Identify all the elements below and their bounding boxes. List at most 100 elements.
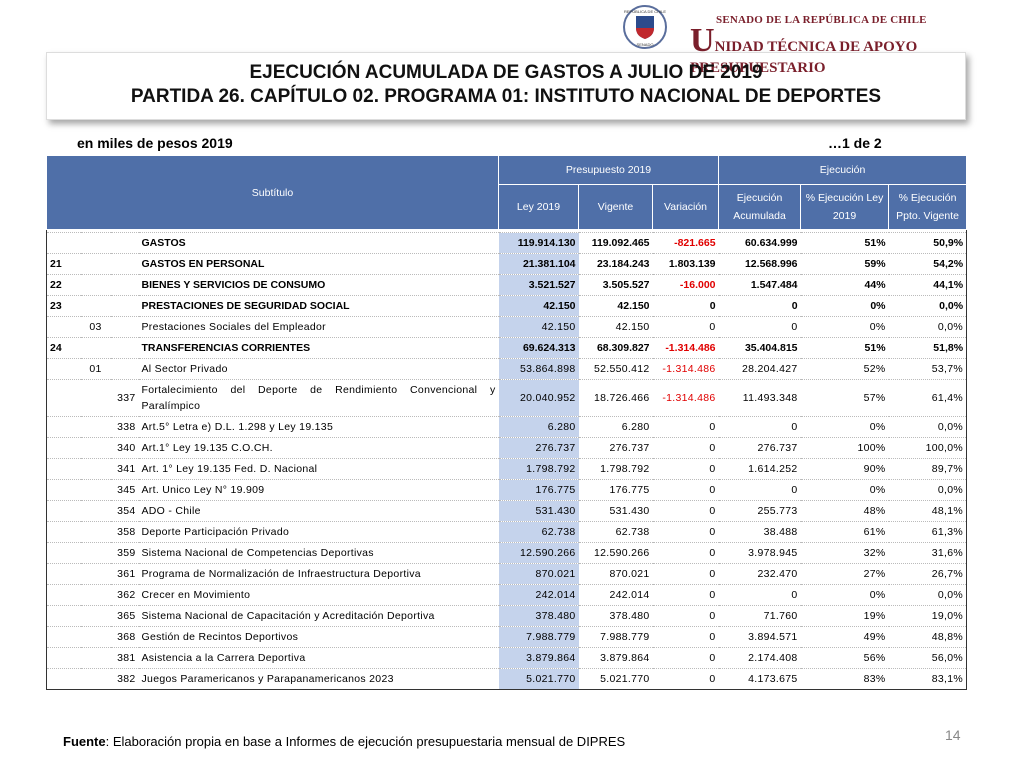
code-cell: 341 bbox=[110, 458, 139, 480]
value-cell: 1.798.792 bbox=[578, 458, 653, 480]
code-cell: 338 bbox=[110, 416, 139, 438]
value-cell: 0 bbox=[652, 563, 719, 585]
spacer-row bbox=[46, 229, 967, 233]
code-cell bbox=[46, 542, 81, 564]
code-cell: 361 bbox=[110, 563, 139, 585]
value-cell: 52% bbox=[800, 358, 889, 380]
value-cell: 60.634.999 bbox=[718, 232, 801, 254]
value-cell: 35.404.815 bbox=[718, 337, 801, 359]
value-cell: 378.480 bbox=[578, 605, 653, 627]
value-cell: 0 bbox=[652, 437, 719, 459]
code-cell bbox=[80, 668, 111, 690]
value-cell: 3.894.571 bbox=[718, 626, 801, 648]
name-cell: Crecer en Movimiento bbox=[138, 584, 499, 606]
header-cell: Subtítulo bbox=[45, 155, 500, 230]
code-cell: 03 bbox=[80, 316, 111, 338]
value-cell: 0 bbox=[652, 479, 719, 501]
header-cell: Ejecución bbox=[718, 155, 968, 185]
org-name: SENADO DE LA REPÚBLICA DE CHILE bbox=[716, 14, 927, 26]
code-cell bbox=[46, 668, 81, 690]
code-cell bbox=[80, 500, 111, 522]
seal: REPÚBLICA DE CHILE SENADO bbox=[623, 5, 667, 49]
value-cell: 7.988.779 bbox=[578, 626, 653, 648]
code-cell: 345 bbox=[110, 479, 139, 501]
value-cell: 12.590.266 bbox=[578, 542, 653, 564]
name-cell: Gestión de Recintos Deportivos bbox=[138, 626, 499, 648]
value-cell: 0% bbox=[800, 316, 889, 338]
value-cell: 0 bbox=[718, 316, 801, 338]
value-cell: 53,7% bbox=[888, 358, 967, 380]
value-cell: 5.021.770 bbox=[578, 668, 653, 690]
value-cell: 89,7% bbox=[888, 458, 967, 480]
unit-name: UNIDAD TÉCNICA DE APOYO PRESUPUESTARIO bbox=[690, 22, 918, 76]
value-cell: 3.978.945 bbox=[718, 542, 801, 564]
table-row: 340 Art.1° Ley 19.135 C.O.CH. 276.737 276.7… bbox=[46, 437, 967, 459]
name-cell: Art. 1° Ley 19.135 Fed. D. Nacional bbox=[138, 458, 499, 480]
code-cell bbox=[80, 274, 111, 296]
value-cell: 38.488 bbox=[718, 521, 801, 543]
value-cell: 870.021 bbox=[498, 563, 579, 585]
code-cell bbox=[80, 584, 111, 606]
code-cell: 337 bbox=[110, 379, 139, 417]
code-cell bbox=[46, 647, 81, 669]
value-cell: 242.014 bbox=[498, 584, 579, 606]
value-cell: 276.737 bbox=[578, 437, 653, 459]
value-cell: 71.760 bbox=[718, 605, 801, 627]
name-cell: Programa de Normalización de Infraestruc… bbox=[138, 563, 499, 585]
code-cell bbox=[46, 316, 81, 338]
name-cell: Sistema Nacional de Competencias Deporti… bbox=[138, 542, 499, 564]
code-cell bbox=[46, 458, 81, 480]
header-cell: % Ejecución Ppto. Vigente bbox=[888, 184, 968, 230]
value-cell: 0 bbox=[652, 521, 719, 543]
seal-top-text: REPÚBLICA DE CHILE bbox=[624, 9, 666, 14]
code-cell bbox=[80, 626, 111, 648]
code-cell bbox=[80, 437, 111, 459]
value-cell: 32% bbox=[800, 542, 889, 564]
value-cell: 19% bbox=[800, 605, 889, 627]
table-row: 337 Fortalecimiento del Deporte de Rendim… bbox=[46, 379, 967, 417]
seal-bottom-text: SENADO bbox=[637, 42, 654, 47]
name-cell: Asistencia a la Carrera Deportiva bbox=[138, 647, 499, 669]
value-cell: 6.280 bbox=[498, 416, 579, 438]
value-cell: 62.738 bbox=[578, 521, 653, 543]
value-cell: 42.150 bbox=[578, 316, 653, 338]
value-cell: 0 bbox=[652, 458, 719, 480]
table-row: 382 Juegos Paramericanos y Parapanamerica… bbox=[46, 668, 967, 690]
code-cell bbox=[80, 416, 111, 438]
value-cell: 11.493.348 bbox=[718, 379, 801, 417]
table-row: GASTOS 119.914.130 119.092.465 -821.665 60.6… bbox=[46, 232, 967, 254]
value-cell: 3.879.864 bbox=[578, 647, 653, 669]
code-cell: 381 bbox=[110, 647, 139, 669]
value-cell: 6.280 bbox=[578, 416, 653, 438]
name-cell: Art.5° Letra e) D.L. 1.298 y Ley 19.135 bbox=[138, 416, 499, 438]
table-row: 03 Prestaciones Sociales del Empleador 42.… bbox=[46, 316, 967, 338]
table-row: 358 Deporte Participación Privado 62.738 62… bbox=[46, 521, 967, 543]
name-cell: TRANSFERENCIAS CORRIENTES bbox=[138, 337, 499, 359]
value-cell: 119.914.130 bbox=[498, 232, 579, 254]
value-cell: 0 bbox=[652, 626, 719, 648]
value-cell: 12.568.996 bbox=[718, 253, 801, 275]
value-cell: 42.150 bbox=[498, 316, 579, 338]
value-cell: 3.505.527 bbox=[578, 274, 653, 296]
budget-table: Subtítulo Presupuesto 2019 Ejecución Ley 20… bbox=[45, 155, 968, 690]
code-cell bbox=[46, 521, 81, 543]
code-cell bbox=[110, 274, 139, 296]
value-cell: 0 bbox=[652, 416, 719, 438]
name-cell: Art.1° Ley 19.135 C.O.CH. bbox=[138, 437, 499, 459]
value-cell: 61,4% bbox=[888, 379, 967, 417]
code-cell: 340 bbox=[110, 437, 139, 459]
value-cell: 531.430 bbox=[578, 500, 653, 522]
code-cell: 21 bbox=[46, 253, 81, 275]
value-cell: 1.614.252 bbox=[718, 458, 801, 480]
value-cell: 1.803.139 bbox=[652, 253, 719, 275]
value-cell: 242.014 bbox=[578, 584, 653, 606]
header-cell: Presupuesto 2019 bbox=[498, 155, 720, 185]
page-number: 14 bbox=[945, 727, 961, 743]
value-cell: 0% bbox=[800, 416, 889, 438]
value-cell: 61,3% bbox=[888, 521, 967, 543]
header-cell: % Ejecución Ley 2019 bbox=[800, 184, 890, 230]
code-cell: 382 bbox=[110, 668, 139, 690]
table-row: 368 Gestión de Recintos Deportivos 7.988.7… bbox=[46, 626, 967, 648]
code-cell bbox=[46, 626, 81, 648]
table-row: 338 Art.5° Letra e) D.L. 1.298 y Ley 19.1… bbox=[46, 416, 967, 438]
